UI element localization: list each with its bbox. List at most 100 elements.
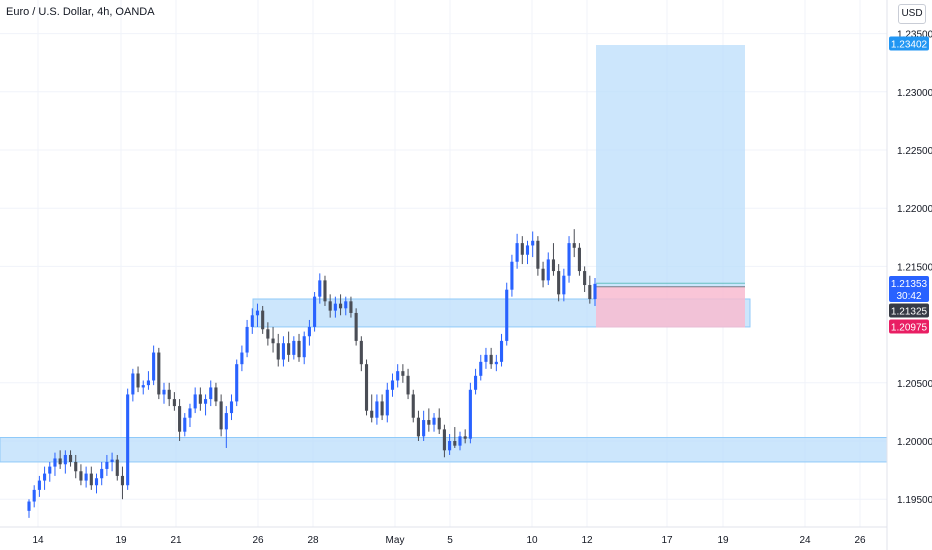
candle-body — [583, 271, 587, 286]
candle-body — [27, 501, 31, 511]
candle-body — [307, 326, 311, 337]
candle-body — [74, 461, 78, 472]
currency-button[interactable]: USD — [898, 4, 926, 24]
candle-body — [562, 275, 566, 295]
candle-body — [287, 343, 291, 355]
candle-body — [380, 401, 384, 416]
candle-body — [474, 375, 478, 390]
candle-body — [339, 303, 343, 309]
x-tick-label: 12 — [581, 535, 593, 546]
candle-body — [131, 373, 135, 395]
candle-body — [318, 280, 322, 297]
candle-body — [297, 340, 301, 358]
y-tick-label: 1.23000 — [897, 88, 932, 99]
candle-body — [437, 417, 441, 430]
entry-price-label-bg — [889, 303, 929, 318]
candle-body — [302, 336, 306, 358]
candle-body — [499, 340, 504, 362]
candle-body — [152, 352, 156, 381]
candle-body — [572, 243, 576, 248]
candle-body — [203, 399, 208, 404]
x-tick-label: 10 — [526, 535, 538, 546]
candle-body — [416, 417, 421, 437]
candle-body — [89, 473, 93, 486]
candle-body — [84, 473, 88, 481]
x-tick-label: 26 — [854, 535, 866, 546]
candle-body — [333, 303, 337, 311]
y-tick-label: 1.20000 — [897, 437, 932, 448]
profit-zone[interactable] — [596, 45, 745, 287]
y-tick-label: 1.20500 — [897, 379, 932, 390]
y-tick-label: 1.23500 — [897, 30, 932, 41]
candle-body — [525, 245, 530, 255]
current-price-bg — [889, 276, 929, 302]
candle-body — [58, 458, 62, 465]
candle-body — [53, 458, 57, 467]
candle-body — [37, 480, 41, 490]
candle-body — [463, 436, 467, 439]
candle-body — [354, 312, 358, 341]
candle-body — [115, 459, 119, 476]
candle-body — [193, 394, 197, 409]
candle-body — [344, 301, 348, 309]
candle-body — [510, 261, 514, 290]
candle-body — [505, 289, 509, 341]
candle-body — [458, 436, 462, 446]
y-tick-label: 1.21500 — [897, 262, 932, 273]
candle-body — [43, 473, 47, 481]
candle-body — [162, 389, 166, 395]
candle-body — [250, 315, 254, 327]
candle-body — [479, 361, 483, 376]
candle-body — [396, 371, 400, 381]
candle-body — [183, 417, 187, 432]
current-price-label: 1.21353 — [891, 279, 928, 290]
candle-body — [494, 361, 498, 365]
candle-body — [146, 380, 150, 386]
candle-body — [245, 326, 249, 353]
candle-body — [110, 459, 114, 462]
candle-body — [349, 301, 353, 313]
stop-price-label-bg — [889, 319, 929, 334]
candle-body — [323, 280, 327, 302]
candle-body — [126, 394, 130, 486]
candle-body — [390, 380, 395, 390]
target-price-label: 1.23402 — [891, 40, 928, 51]
x-tick-label: 24 — [799, 535, 811, 546]
candle-body — [588, 285, 592, 299]
candle-body — [593, 283, 597, 299]
candle-body — [105, 461, 109, 469]
chart-title: Euro / U.S. Dollar, 4h, OANDA — [6, 6, 155, 18]
stop-zone[interactable] — [596, 286, 745, 328]
candle-body — [48, 466, 52, 474]
candle-body — [531, 240, 535, 246]
candle-body — [276, 343, 280, 360]
countdown-label: 30:42 — [896, 291, 921, 302]
x-tick-label: 26 — [252, 535, 264, 546]
y-tick-label: 1.22500 — [897, 146, 932, 157]
candle-body — [136, 373, 140, 388]
candle-body — [489, 354, 493, 365]
candle-body — [157, 352, 161, 395]
candle-body — [235, 364, 239, 402]
candle-body — [422, 420, 426, 437]
candle-body — [271, 338, 275, 344]
candle-body — [209, 387, 213, 400]
candle-body — [167, 389, 171, 400]
candle-body — [546, 259, 550, 281]
candle-body — [178, 406, 182, 432]
candle-body — [385, 389, 389, 416]
x-tick-label: 19 — [115, 535, 127, 546]
x-tick-label: 28 — [307, 535, 319, 546]
candle-body — [370, 410, 374, 418]
candle-body — [577, 247, 581, 272]
candle-body — [68, 454, 73, 462]
candle-body — [515, 243, 519, 262]
candle-body — [427, 420, 431, 425]
candle-body — [432, 417, 436, 425]
target-price-label-bg — [889, 36, 929, 51]
candle-body — [292, 340, 296, 355]
candle-body — [567, 243, 571, 276]
candle-body — [328, 301, 332, 311]
